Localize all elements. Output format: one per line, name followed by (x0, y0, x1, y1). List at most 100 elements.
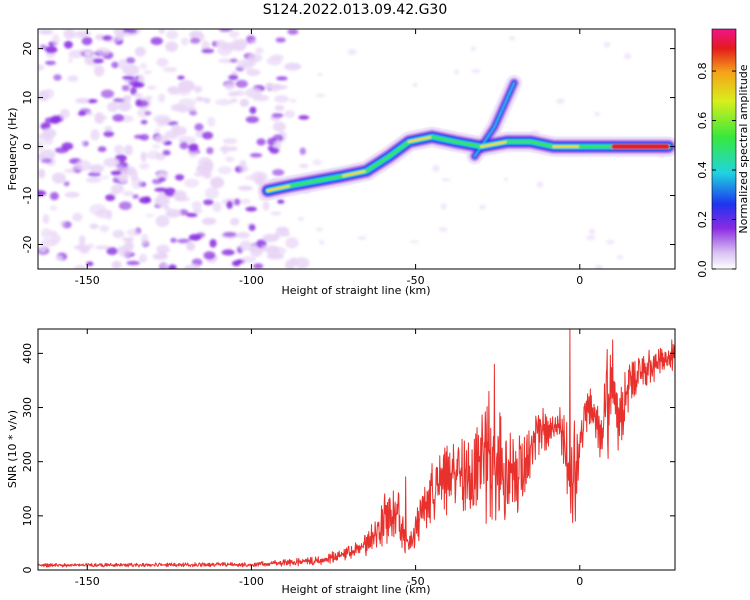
noise-speck (432, 164, 440, 172)
noise-blob (198, 157, 213, 169)
noise-blob (165, 41, 179, 52)
colorbar: 0.0 0.2 0.4 0.6 0.8 Normalized spectral ampl… (696, 28, 750, 278)
noise-blob (125, 57, 136, 64)
colorbar-tick-label: 0.0 (696, 260, 709, 278)
noise-blob (206, 147, 214, 155)
noise-speck (412, 82, 418, 88)
noise-blob (203, 170, 212, 179)
noise-blob (106, 247, 118, 256)
noise-blob (103, 157, 120, 168)
noise-speck (319, 239, 325, 245)
noise-speck (441, 178, 451, 182)
noise-blob (218, 58, 234, 64)
x-tick-label: 0 (576, 274, 583, 287)
noise-speck (556, 98, 565, 104)
noise-blob (144, 111, 152, 116)
noise-blob (232, 260, 241, 267)
noise-blob (63, 40, 73, 49)
noise-blob (38, 190, 47, 197)
noise-blob (76, 160, 91, 172)
noise-blob (201, 48, 215, 54)
noise-blob (139, 253, 148, 263)
colorbar-bar (711, 28, 737, 270)
noise-blob (255, 47, 264, 54)
noise-blob (166, 30, 179, 40)
noise-blob (272, 169, 285, 176)
noise-blob (266, 56, 282, 66)
noise-blob (262, 201, 270, 211)
signal-core (342, 169, 368, 178)
noise-blob (194, 123, 204, 132)
noise-blob (126, 166, 137, 176)
noise-speck (126, 95, 133, 99)
noise-blob (116, 31, 125, 41)
y-tick-label: 300 (21, 397, 34, 418)
noise-blob (38, 140, 45, 151)
noise-blob (85, 177, 102, 183)
noise-speck (68, 56, 73, 64)
snr-background (38, 329, 675, 570)
noise-speck (77, 49, 88, 53)
noise-blob (158, 29, 165, 35)
noise-speck (244, 175, 254, 181)
noise-blob (40, 238, 58, 247)
noise-blob (42, 214, 50, 225)
noise-blob (146, 85, 157, 90)
noise-blob (274, 105, 285, 111)
noise-blob (150, 37, 163, 46)
noise-blob (274, 231, 291, 237)
noise-blob (262, 233, 280, 243)
noise-blob (203, 199, 214, 206)
colorbar-tick-label: 0.2 (696, 211, 709, 229)
signal-core (289, 179, 319, 187)
noise-blob (236, 231, 250, 239)
noise-blob (156, 244, 170, 254)
y-tick-label: 200 (21, 451, 34, 472)
noise-blob (284, 62, 302, 71)
noise-blob (137, 107, 150, 118)
noise-blob (132, 194, 139, 199)
noise-blob (67, 75, 79, 82)
y-tick-label: 400 (21, 343, 34, 364)
noise-blob (201, 217, 217, 225)
noise-blob (241, 256, 257, 263)
y-tick-label: -20 (21, 236, 34, 254)
noise-blob (94, 65, 105, 77)
spectrogram-y-ticks: -20 -10 0 10 20 (21, 42, 675, 254)
noise-blob (126, 29, 138, 34)
noise-blob (86, 261, 94, 266)
noise-blob (140, 119, 148, 125)
noise-blob (222, 138, 238, 145)
spectrogram-x-ticks: -150 -100 -50 0 (75, 29, 583, 287)
noise-blob (184, 264, 201, 269)
noise-blob (245, 116, 259, 124)
noise-blob (135, 100, 149, 107)
noise-blob (86, 55, 99, 67)
noise-blob (145, 95, 153, 100)
noise-blob (287, 29, 299, 35)
noise-blob (234, 198, 241, 206)
noise-blob (122, 237, 135, 242)
noise-blob (89, 223, 99, 229)
noise-blob (39, 149, 56, 160)
noise-speck (586, 235, 596, 241)
noise-blob (225, 156, 235, 163)
noise-blob (38, 168, 46, 179)
noise-speck (478, 204, 486, 210)
noise-speck (145, 213, 155, 218)
noise-speck (86, 111, 94, 117)
noise-blob (118, 58, 127, 70)
signal-core (315, 174, 345, 183)
noise-blob (179, 141, 189, 150)
noise-blob (173, 190, 187, 202)
noise-blob (192, 208, 203, 214)
noise-field (38, 29, 665, 269)
noise-blob (270, 211, 282, 216)
noise-blob (269, 147, 280, 154)
noise-blob (207, 116, 216, 127)
noise-blob (104, 126, 113, 132)
noise-blob (272, 121, 286, 132)
noise-blob (212, 201, 222, 213)
noise-blob (106, 210, 113, 221)
noise-blob (284, 110, 295, 118)
